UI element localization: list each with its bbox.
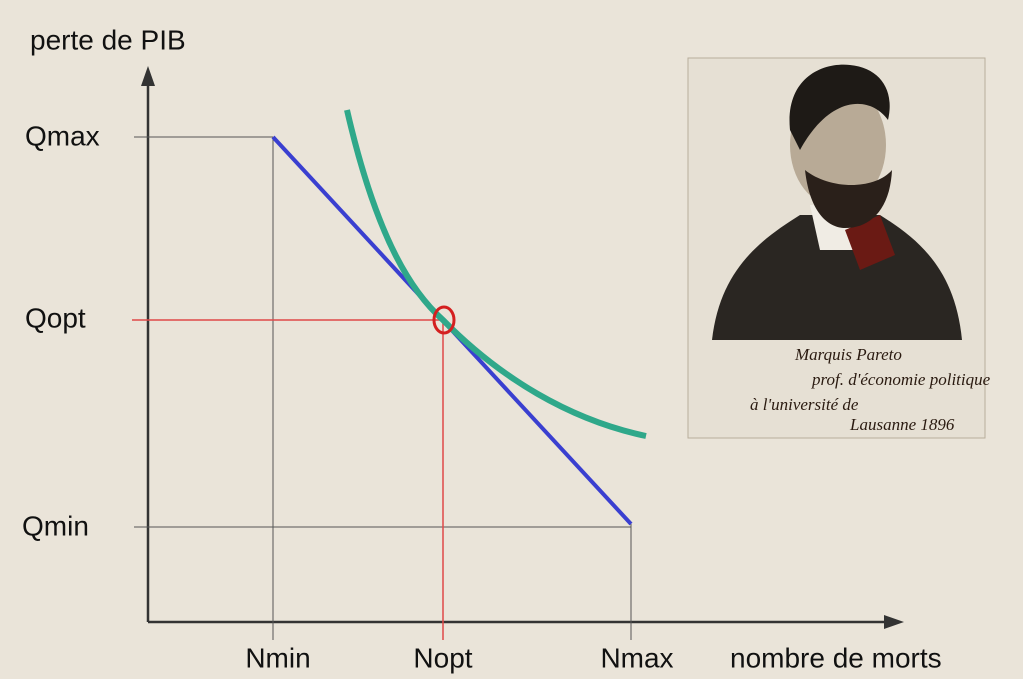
y-tick-label: Qmax: [25, 120, 100, 151]
x-axis-label: nombre de morts: [730, 642, 942, 673]
x-tick-label: Nmax: [600, 642, 673, 673]
signature: à l'université de: [750, 395, 859, 414]
portrait: Marquis Pareto prof. d'économie politiqu…: [687, 57, 991, 439]
y-axis-label: perte de PIB: [30, 24, 186, 55]
y-tick-label: Qopt: [25, 302, 86, 333]
signature: Lausanne 1896: [849, 415, 955, 434]
signature: prof. d'économie politique: [811, 370, 991, 389]
tie: [845, 215, 895, 270]
x-tick-label: Nopt: [413, 642, 472, 673]
optimum-guides: [132, 319, 444, 640]
signature: Marquis Pareto: [794, 345, 902, 364]
indifference-curve: [344, 109, 647, 439]
hair: [789, 64, 890, 150]
optimum-marker: [432, 305, 456, 335]
guides: [134, 136, 632, 640]
x-arrow: [884, 615, 904, 629]
coat: [712, 215, 962, 340]
y-arrow: [141, 66, 155, 86]
y-tick-label: Qmin: [22, 510, 89, 541]
beard: [805, 170, 892, 228]
x-tick-label: Nmin: [245, 642, 310, 673]
